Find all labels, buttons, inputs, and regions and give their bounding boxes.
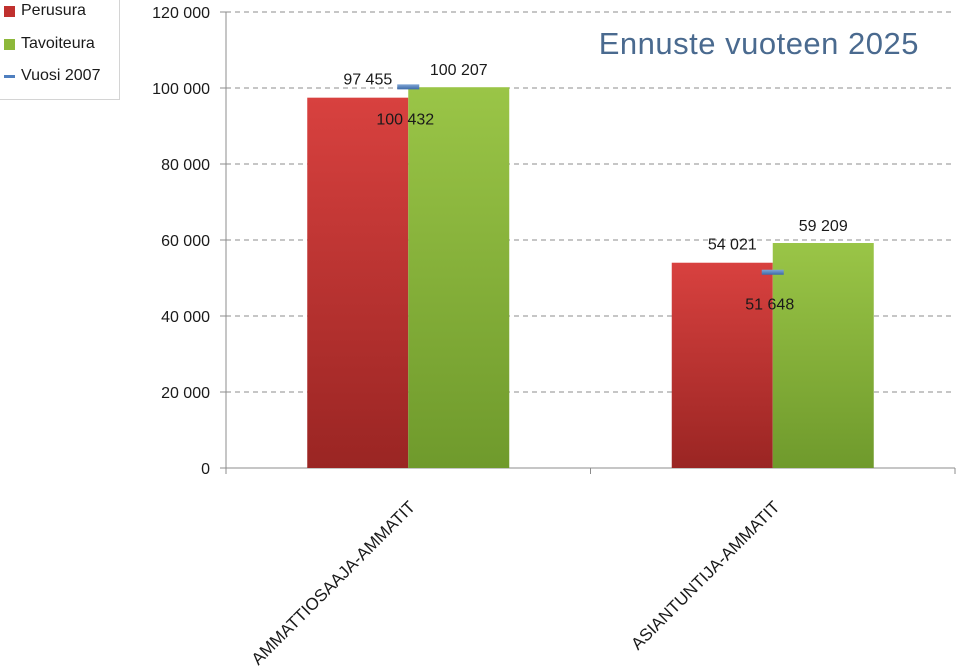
y-tick-label: 40 000 xyxy=(161,309,210,326)
category-label: ASIANTUNTIJA-AMMATIT xyxy=(627,497,783,653)
y-tick-label: 20 000 xyxy=(161,385,210,402)
bars xyxy=(307,87,874,469)
data-label-vuosi-2007: 51 648 xyxy=(745,297,794,314)
marker-vuosi-2007 xyxy=(397,84,420,90)
y-tick-label: 0 xyxy=(201,461,210,478)
data-label-vuosi-2007: 100 432 xyxy=(376,111,434,128)
chart-title: Ennuste vuoteen 2025 xyxy=(598,26,919,61)
legend-item-tavoiteura: Tavoiteura xyxy=(4,34,95,54)
legend-swatch-perusura xyxy=(4,5,15,17)
marker-vuosi-2007 xyxy=(761,269,784,275)
markers xyxy=(397,84,784,275)
legend-label-perusura: Perusura xyxy=(21,2,86,19)
legend-label-vuosi-2007: Vuosi 2007 xyxy=(21,67,101,84)
y-tick-label: 60 000 xyxy=(161,233,210,250)
legend-swatch-vuosi-2007 xyxy=(4,74,15,78)
bar-tavoiteura xyxy=(772,243,874,468)
data-label-tavoiteura: 59 209 xyxy=(799,218,848,235)
legend-item-vuosi-2007: Vuosi 2007 xyxy=(4,66,100,86)
y-tick-label: 120 000 xyxy=(152,5,210,22)
bar-tavoiteura xyxy=(408,87,510,468)
bar-perusura xyxy=(307,97,409,469)
data-label-perusura: 54 021 xyxy=(708,237,757,254)
data-label-tavoiteura: 100 207 xyxy=(430,62,488,79)
legend-item-perusura: Perusura xyxy=(4,1,86,21)
bar-perusura xyxy=(671,262,773,468)
y-tick-label: 100 000 xyxy=(152,81,210,98)
legend-swatch-tavoiteura xyxy=(4,38,15,50)
data-labels: 97 455 100 207 100 432 54 021 59 209 51 648 xyxy=(343,62,848,314)
category-label: AMMATTIOSAAJA-AMMATIT xyxy=(248,497,419,666)
legend-label-tavoiteura: Tavoiteura xyxy=(21,35,95,52)
data-label-perusura: 97 455 xyxy=(343,72,392,89)
legend: Perusura Tavoiteura Vuosi 2007 xyxy=(0,0,120,100)
y-tick-label: 80 000 xyxy=(161,157,210,174)
